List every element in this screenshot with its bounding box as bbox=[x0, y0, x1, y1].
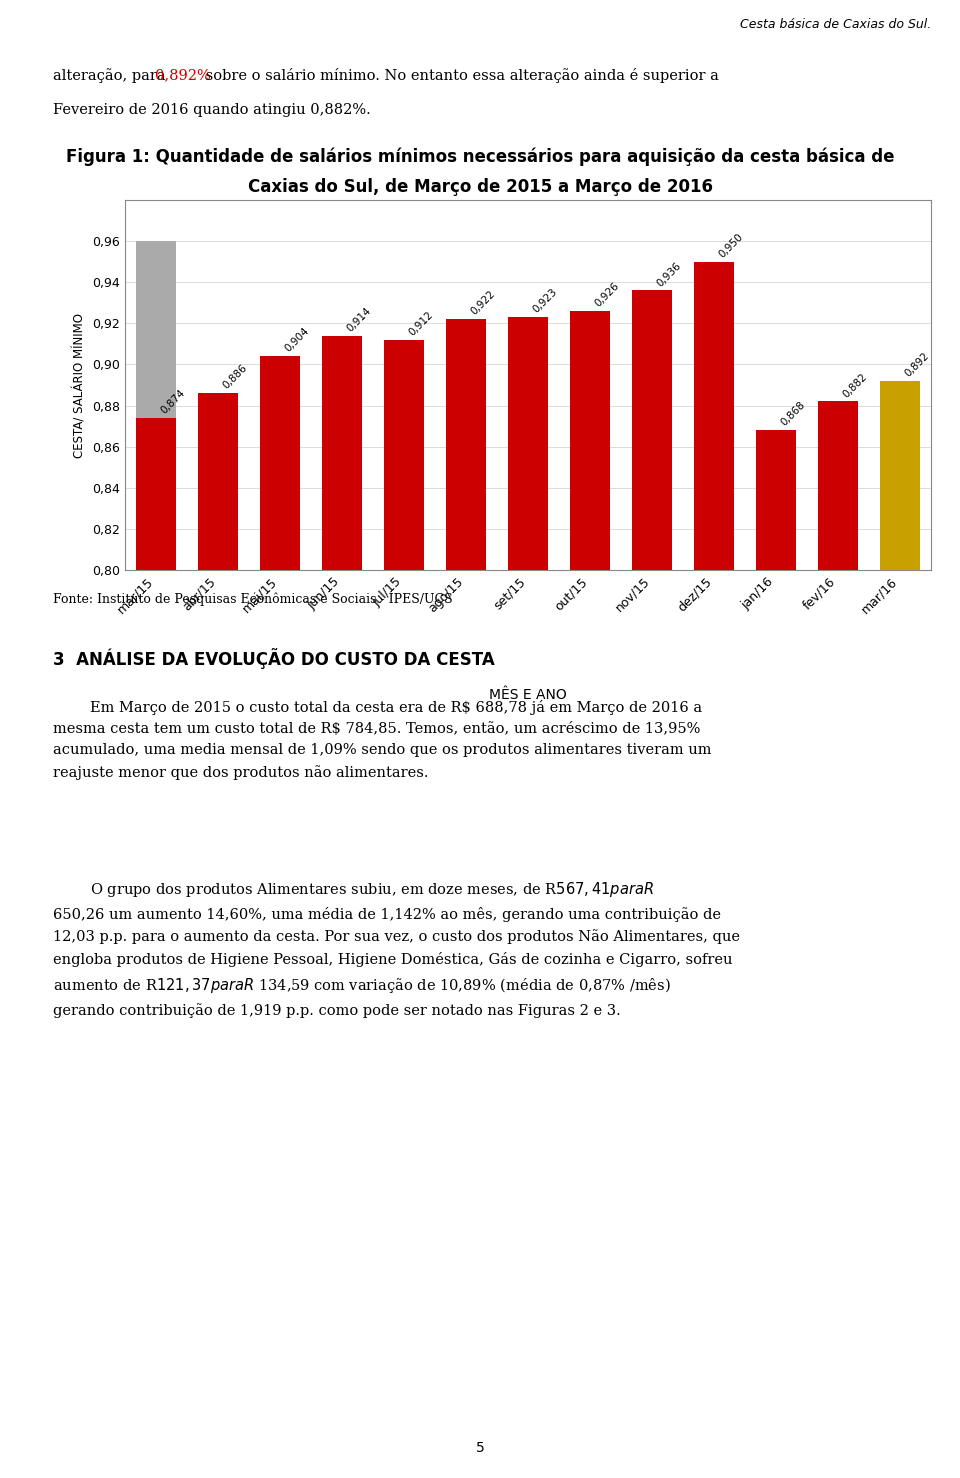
Text: sobre o salário mínimo. No entanto essa alteração ainda é superior a: sobre o salário mínimo. No entanto essa … bbox=[201, 68, 718, 83]
Text: Em Março de 2015 o custo total da cesta era de R$ 688,78 já em Março de 2016 a
m: Em Março de 2015 o custo total da cesta … bbox=[53, 701, 711, 780]
Bar bbox=[756, 430, 796, 571]
Bar bbox=[508, 318, 548, 571]
Bar bbox=[260, 356, 300, 571]
Bar bbox=[135, 418, 176, 571]
Text: 0,886: 0,886 bbox=[221, 364, 249, 392]
Bar bbox=[632, 291, 672, 571]
Text: Figura 1: Quantidade de salários mínimos necessários para aquisição da cesta bás: Figura 1: Quantidade de salários mínimos… bbox=[65, 148, 895, 167]
Text: 0,868: 0,868 bbox=[780, 401, 807, 429]
Bar bbox=[322, 336, 362, 571]
Bar bbox=[445, 319, 486, 571]
Bar bbox=[384, 340, 424, 571]
Text: Caxias do Sul, de Março de 2015 a Março de 2016: Caxias do Sul, de Março de 2015 a Março … bbox=[248, 177, 712, 197]
Text: 0,950: 0,950 bbox=[717, 232, 745, 260]
Text: MÊS E ANO: MÊS E ANO bbox=[490, 689, 566, 702]
Text: Fonte: Instituto de Pesquisas Econômicas e Sociais - IPES/UCS: Fonte: Instituto de Pesquisas Econômicas… bbox=[53, 593, 452, 606]
Text: 0,892%: 0,892% bbox=[155, 68, 210, 81]
Bar bbox=[135, 241, 176, 571]
Text: Cesta básica de Caxias do Sul.: Cesta básica de Caxias do Sul. bbox=[740, 18, 931, 31]
Text: 5: 5 bbox=[475, 1441, 485, 1454]
Text: 0,892: 0,892 bbox=[903, 350, 931, 378]
Bar bbox=[880, 381, 921, 571]
Text: Fevereiro de 2016 quando atingiu 0,882%.: Fevereiro de 2016 quando atingiu 0,882%. bbox=[53, 103, 371, 117]
Text: 0,922: 0,922 bbox=[469, 290, 497, 318]
Text: alteração, para: alteração, para bbox=[53, 68, 170, 83]
Text: 0,923: 0,923 bbox=[531, 287, 560, 315]
Text: 0,936: 0,936 bbox=[655, 260, 684, 288]
Text: 0,874: 0,874 bbox=[159, 387, 187, 415]
Text: 3  ANÁLISE DA EVOLUÇÃO DO CUSTO DA CESTA: 3 ANÁLISE DA EVOLUÇÃO DO CUSTO DA CESTA bbox=[53, 647, 494, 670]
Bar bbox=[818, 402, 858, 571]
Bar bbox=[198, 393, 238, 571]
Text: 0,904: 0,904 bbox=[283, 327, 311, 355]
Text: 0,914: 0,914 bbox=[345, 306, 373, 334]
Text: 0,912: 0,912 bbox=[407, 309, 435, 337]
Bar bbox=[694, 262, 734, 571]
Bar bbox=[570, 310, 611, 571]
Text: 0,926: 0,926 bbox=[593, 281, 621, 309]
Text: 0,882: 0,882 bbox=[841, 371, 870, 399]
Text: O grupo dos produtos Alimentares subiu, em doze meses, de R$ 567,41 para R$
650,: O grupo dos produtos Alimentares subiu, … bbox=[53, 879, 740, 1018]
Y-axis label: CESTA/ SALÁRIO MÍNIMO: CESTA/ SALÁRIO MÍNIMO bbox=[73, 312, 86, 458]
